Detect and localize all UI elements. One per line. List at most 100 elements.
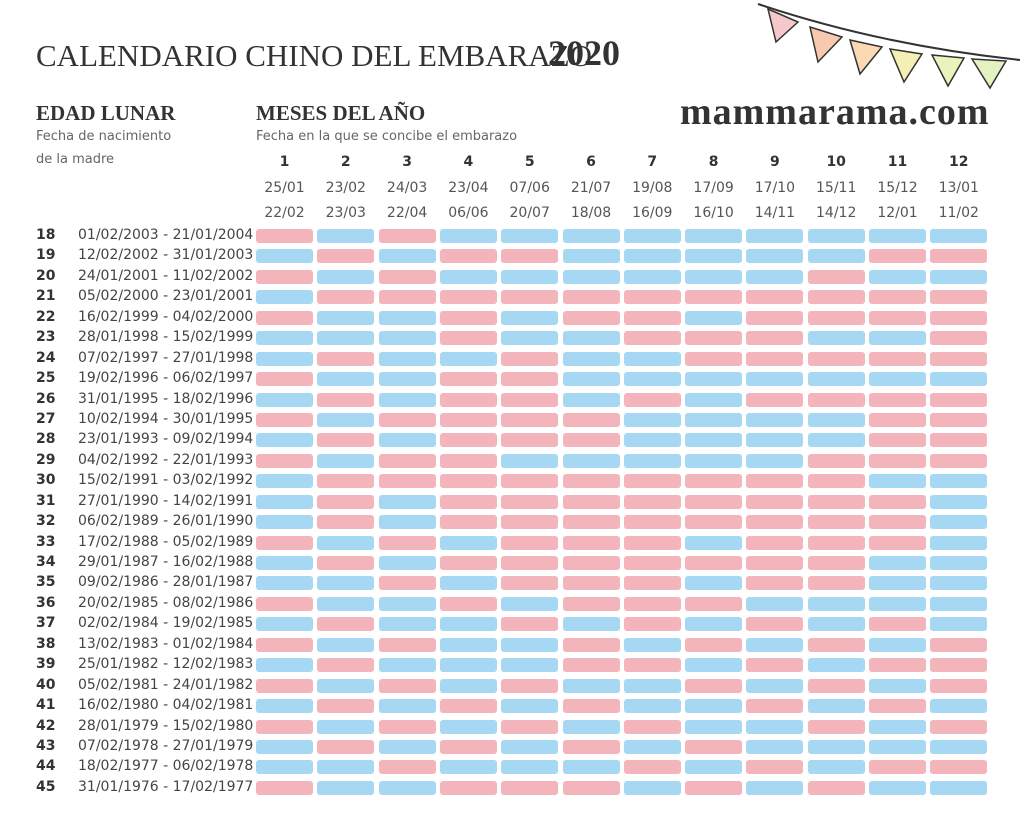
cell [746, 290, 804, 305]
cell [746, 617, 804, 632]
cell [562, 637, 620, 652]
cell [562, 290, 620, 305]
age: 30 [36, 472, 56, 489]
cell [501, 637, 559, 652]
month-number: 6 [586, 154, 596, 170]
cell [623, 494, 681, 509]
age: 18 [36, 227, 56, 243]
cell [869, 372, 926, 387]
cell [256, 719, 313, 734]
cell [501, 474, 559, 489]
age: 35 [36, 574, 56, 591]
cell [501, 412, 559, 427]
cell [869, 310, 926, 325]
cell [439, 494, 497, 509]
cell [869, 699, 926, 714]
cell [501, 351, 559, 366]
cell [746, 637, 804, 652]
month-end: 16/10 [693, 205, 734, 221]
cell [256, 535, 313, 550]
cell [746, 229, 804, 243]
cell [930, 351, 988, 366]
cell [317, 780, 375, 795]
cell [930, 658, 988, 673]
age: 37 [36, 615, 56, 632]
month-number: 1 [279, 154, 290, 170]
cell [807, 740, 865, 754]
cell [501, 780, 559, 795]
cell [930, 474, 988, 489]
month-number: 12 [949, 154, 969, 170]
age: 42 [36, 717, 56, 734]
cell [439, 699, 497, 714]
cell [256, 596, 313, 611]
cell [317, 515, 375, 530]
cell [869, 515, 926, 530]
cell [930, 331, 988, 346]
birth-dates: 25/01/1982 - 12/02/1983 [78, 656, 254, 673]
cell [256, 678, 313, 693]
cell [378, 760, 436, 775]
cell [256, 351, 313, 366]
cell [685, 780, 743, 795]
cell [562, 535, 620, 550]
cell [562, 678, 620, 693]
age: 27 [36, 410, 56, 427]
month-end: 12/01 [877, 205, 918, 221]
cell [930, 719, 988, 734]
cell [439, 515, 497, 530]
cell [869, 269, 926, 284]
cell [501, 760, 559, 775]
cell [317, 617, 375, 632]
cell [930, 678, 988, 693]
left-subtitle: Fecha de nacimiento [36, 129, 172, 144]
cell [746, 658, 804, 673]
cell [930, 372, 988, 387]
cell [562, 229, 620, 243]
age: 26 [36, 390, 56, 407]
cell [317, 760, 375, 775]
cell [256, 699, 313, 714]
cell [562, 699, 620, 714]
month-start: 24/03 [386, 180, 428, 196]
cell [256, 637, 313, 652]
cell [869, 780, 926, 795]
cell [439, 556, 497, 571]
cell [623, 740, 681, 754]
cell [562, 760, 620, 775]
cell [378, 310, 436, 325]
cell [685, 596, 743, 611]
month-end: 23/03 [325, 205, 366, 221]
birth-dates: 13/02/1983 - 01/02/1984 [78, 635, 254, 652]
cell [930, 269, 988, 284]
cell [807, 617, 865, 632]
month-end: 14/12 [816, 205, 857, 221]
month-start: 15/12 [877, 180, 918, 196]
cell [623, 412, 681, 427]
cell [623, 515, 681, 530]
age: 39 [36, 656, 56, 673]
cell [378, 433, 436, 448]
birth-dates: 04/02/1992 - 22/01/1993 [78, 451, 254, 468]
cell [869, 494, 926, 509]
cell [807, 658, 865, 673]
months-subtitle: Fecha en la que se concibe el embarazo [256, 129, 518, 144]
cell [562, 474, 620, 489]
birth-dates: 29/01/1987 - 16/02/1988 [78, 554, 254, 571]
cell [378, 249, 436, 264]
cell [256, 392, 313, 407]
cell [317, 351, 375, 366]
cell [869, 637, 926, 652]
cell [562, 412, 620, 427]
cell [256, 780, 313, 795]
cell [869, 576, 926, 591]
cell [256, 453, 313, 468]
cell [746, 576, 804, 591]
cell [562, 269, 620, 284]
cell [807, 760, 865, 775]
cell [869, 596, 926, 611]
month-start: 15/11 [816, 180, 857, 196]
cell [869, 740, 926, 754]
cell [807, 229, 865, 243]
cell [869, 392, 926, 407]
